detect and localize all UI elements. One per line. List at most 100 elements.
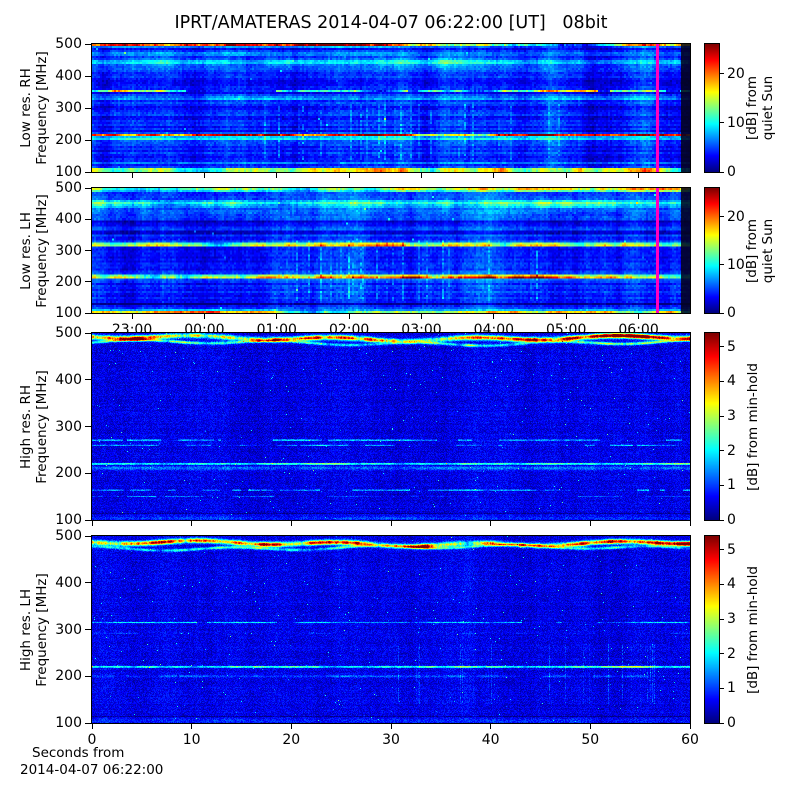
- colorbar-high-res-lh: [704, 535, 720, 724]
- colorbar-tick-label: 2: [727, 442, 736, 459]
- colorbar-tick-mark: [720, 216, 724, 218]
- xtick-mark: [191, 724, 193, 729]
- xtick-mark: [589, 521, 591, 526]
- colorbar-canvas-high-res-lh: [705, 536, 719, 723]
- xtick-mark: [638, 314, 640, 319]
- ytick-mark: [85, 107, 91, 109]
- xtick-mark: [493, 314, 495, 319]
- colorbar-label: [dB] from quiet Sun: [743, 218, 776, 283]
- spectrogram-panel-high-res-lh: [91, 535, 691, 724]
- ytick-label: 200: [55, 465, 82, 482]
- colorbar-tick-mark: [720, 549, 724, 551]
- ytick-label: 400: [55, 371, 82, 388]
- colorbar-low-res-lh: [704, 187, 720, 314]
- ytick-label: 500: [55, 36, 82, 52]
- xaxis-caption-line2: 2014-04-07 06:22:00: [20, 762, 164, 778]
- figure-title: IPRT/AMATERAS 2014-04-07 06:22:00 [UT] 0…: [174, 13, 608, 33]
- xtick-mark: [390, 724, 392, 729]
- colorbar-label: [dB] from min-hold: [744, 362, 761, 491]
- colorbar-tick-label: 3: [727, 408, 736, 425]
- ytick-label: 400: [55, 68, 82, 84]
- colorbar-label: [dB] from min-hold: [744, 565, 761, 694]
- ytick-label: 100: [55, 305, 82, 321]
- spectrogram-panel-low-res-rh: [91, 43, 691, 173]
- xtick-label: 0: [87, 732, 97, 748]
- ytick-label: 100: [55, 164, 82, 180]
- ytick-label: 200: [55, 273, 82, 290]
- xtick-label: 30: [382, 732, 400, 748]
- current-time-marker: [655, 188, 659, 313]
- ytick-mark: [85, 75, 91, 77]
- ytick-label: 100: [55, 512, 82, 528]
- spectrogram-canvas-low-res-lh: [92, 188, 690, 313]
- spectrogram-panel-low-res-lh: [91, 187, 691, 314]
- ytick-mark: [85, 139, 91, 141]
- ytick-label: 500: [55, 180, 82, 196]
- ytick-mark: [85, 582, 91, 584]
- spectrogram-canvas-low-res-rh: [92, 44, 690, 172]
- colorbar-tick-label: 0: [727, 164, 736, 180]
- colorbar-tick-mark: [720, 380, 724, 382]
- xtick-mark: [420, 314, 422, 319]
- colorbar-canvas-low-res-rh: [705, 44, 719, 172]
- xtick-mark: [348, 314, 350, 319]
- xtick-label: 10: [182, 732, 201, 748]
- colorbar-tick-label: 20: [727, 208, 745, 225]
- ytick-mark: [85, 187, 91, 189]
- ytick-mark: [85, 519, 91, 521]
- colorbar-tick-label: 1: [727, 477, 736, 494]
- xtick-mark: [203, 314, 205, 319]
- ytick-label: 100: [55, 715, 82, 731]
- xtick-mark: [276, 314, 278, 319]
- y-axis-label: Low res. LH Frequency [MHz]: [17, 193, 50, 308]
- ytick-mark: [85, 535, 91, 537]
- spectrogram-canvas-high-res-rh: [92, 333, 690, 520]
- xtick-mark: [191, 521, 193, 526]
- xaxis-caption-line1: Seconds from: [32, 745, 125, 761]
- colorbar-tick-label: 5: [727, 338, 736, 355]
- ytick-label: 300: [55, 242, 82, 259]
- ytick-label: 300: [55, 418, 82, 435]
- colorbar-tick-mark: [720, 484, 724, 486]
- xtick-mark: [589, 724, 591, 729]
- ytick-mark: [85, 472, 91, 474]
- xtick-mark: [490, 724, 492, 729]
- y-axis-label: Low res. RH Frequency [MHz]: [17, 51, 50, 165]
- ytick-mark: [85, 250, 91, 251]
- colorbar-tick-mark: [720, 346, 724, 348]
- colorbar-tick-mark: [720, 653, 724, 655]
- ytick-label: 500: [55, 528, 82, 544]
- ytick-mark: [85, 281, 91, 283]
- xtick-mark: [390, 521, 392, 526]
- ytick-mark: [85, 426, 91, 427]
- colorbar-tick-mark: [720, 687, 724, 689]
- colorbar-low-res-rh: [704, 43, 720, 173]
- colorbar-canvas-high-res-rh: [705, 333, 719, 520]
- colorbar-tick-label: 4: [727, 576, 736, 593]
- colorbar-tick-label: 0: [727, 715, 736, 731]
- colorbar-tick-mark: [720, 450, 724, 452]
- colorbar-tick-label: 1: [727, 680, 736, 697]
- colorbar-label: [dB] from quiet Sun: [743, 75, 776, 141]
- ytick-label: 400: [55, 574, 82, 591]
- xtick-mark: [290, 724, 292, 729]
- xtick-mark: [131, 314, 133, 319]
- colorbar-tick-mark: [720, 171, 724, 173]
- colorbar-tick-label: 20: [727, 65, 745, 82]
- ytick-mark: [85, 379, 91, 381]
- colorbar-tick-label: 0: [727, 512, 736, 528]
- spectrogram-panel-high-res-rh: [91, 332, 691, 521]
- ytick-mark: [85, 171, 91, 173]
- colorbar-tick-mark: [720, 618, 724, 620]
- xtick-mark: [290, 521, 292, 526]
- xtick-mark: [91, 521, 93, 526]
- ytick-mark: [85, 722, 91, 724]
- colorbar-canvas-low-res-lh: [705, 188, 719, 313]
- xtick-mark: [565, 173, 567, 178]
- ytick-label: 300: [55, 621, 82, 638]
- xtick-mark: [490, 521, 492, 526]
- colorbar-tick-label: 0: [727, 305, 736, 321]
- xtick-mark: [689, 724, 691, 729]
- colorbar-tick-mark: [720, 264, 724, 266]
